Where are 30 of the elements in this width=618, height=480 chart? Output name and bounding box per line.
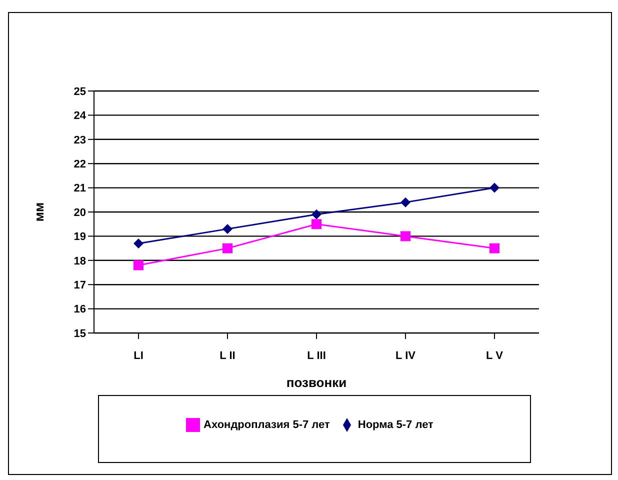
point: [312, 209, 322, 220]
x-axis-title: позвонки: [286, 375, 347, 390]
point: [400, 231, 410, 242]
x-tick-label: LI: [134, 350, 144, 362]
y-tick-label: 25: [74, 86, 86, 98]
point: [222, 243, 232, 254]
y-tick-label: 18: [74, 255, 86, 268]
x-tick-label: L II: [220, 350, 236, 362]
y-tick-label: 19: [74, 231, 86, 244]
y-tick-label: 24: [74, 110, 87, 122]
point: [134, 260, 144, 270]
y-tick-label: 23: [74, 134, 86, 146]
x-tick-label: L V: [486, 350, 504, 362]
x-tick-label: L III: [307, 350, 326, 362]
y-tick-label: 16: [74, 304, 86, 316]
legend-label: Норма 5-7 лет: [358, 418, 434, 431]
legend-label: Ахондроплазия 5-7 лет: [204, 418, 330, 431]
y-tick-label: 20: [74, 206, 86, 219]
point: [312, 219, 322, 230]
point: [222, 224, 232, 234]
y-tick-label: 17: [74, 280, 86, 292]
point: [490, 182, 500, 193]
y-tick-label: 15: [74, 328, 86, 340]
point: [490, 243, 500, 254]
point: [134, 238, 144, 248]
x-tick-label: L IV: [396, 350, 416, 362]
y-tick-label: 22: [74, 158, 86, 171]
y-axis-title: мм: [32, 202, 47, 222]
point: [400, 197, 410, 208]
y-tick-label: 21: [74, 182, 86, 195]
